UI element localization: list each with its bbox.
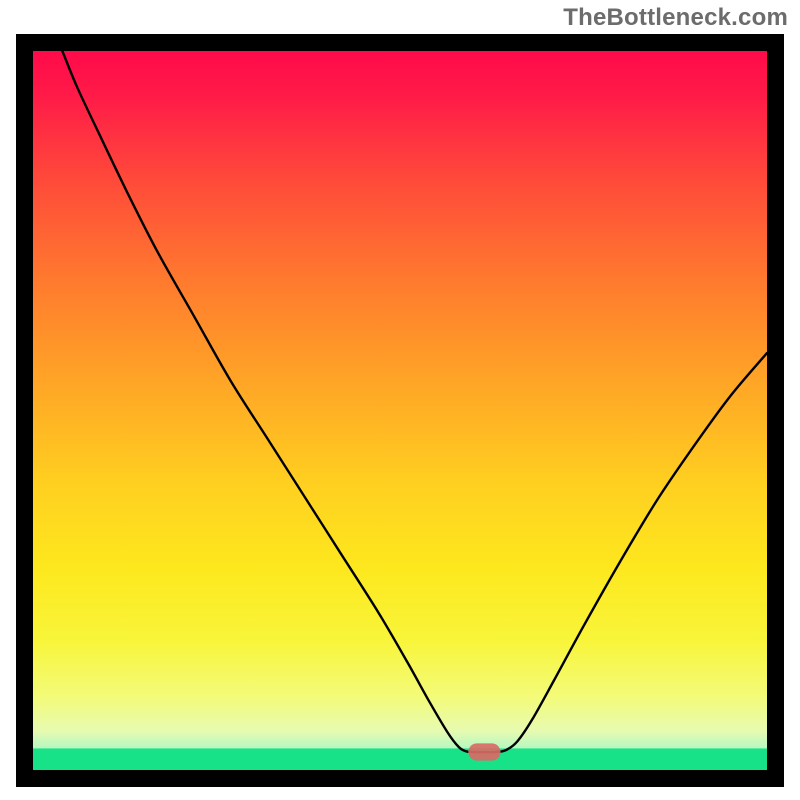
- chart-container: TheBottleneck.com: [0, 0, 800, 800]
- gradient-background: [33, 51, 767, 770]
- watermark-label: TheBottleneck.com: [563, 4, 788, 32]
- bottleneck-chart: [33, 51, 767, 770]
- green-floor: [33, 748, 767, 770]
- optimum-marker: [468, 743, 500, 760]
